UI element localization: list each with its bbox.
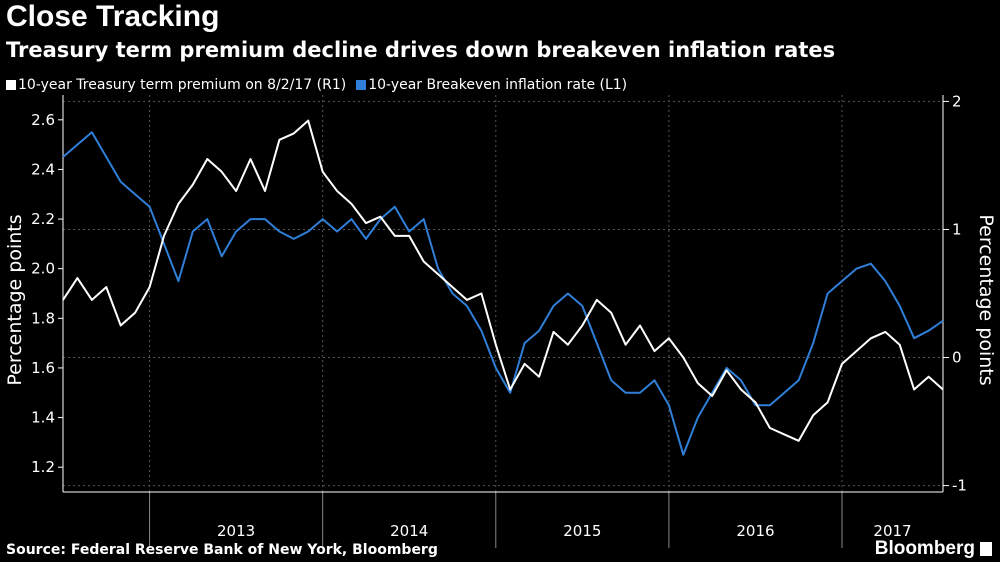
right-tick-label: 0 bbox=[952, 349, 962, 367]
brand-name: Bloomberg bbox=[874, 538, 975, 559]
breakeven-line bbox=[62, 131, 944, 456]
brand-logo: Bloomberg bbox=[875, 538, 992, 560]
left-axis-label: Percentage points bbox=[4, 214, 26, 385]
right-axis-label: Percentage points bbox=[975, 214, 997, 385]
brand-mark-icon bbox=[980, 542, 992, 556]
x-tick-label: 2015 bbox=[563, 522, 601, 540]
legend-item-breakeven: 10-year Breakeven inflation rate (L1) bbox=[356, 77, 627, 93]
left-tick-label: 2.4 bbox=[31, 160, 55, 178]
legend-label-breakeven: 10-year Breakeven inflation rate (L1) bbox=[368, 77, 628, 93]
left-tick-label: 2.0 bbox=[31, 260, 55, 278]
term-premium-line bbox=[62, 119, 944, 442]
left-tick-label: 1.6 bbox=[31, 359, 55, 377]
x-tick-label: 2014 bbox=[390, 522, 428, 540]
left-tick-label: 1.8 bbox=[31, 309, 55, 327]
chart-title: Close Tracking bbox=[6, 0, 220, 33]
series-lines bbox=[62, 119, 944, 456]
legend-item-term-premium: 10-year Treasury term premium on 8/2/17 … bbox=[6, 77, 346, 93]
x-tick-label: 2016 bbox=[736, 522, 774, 540]
left-tick-label: 1.2 bbox=[31, 458, 55, 476]
left-tick-label: 2.6 bbox=[31, 111, 55, 129]
grid bbox=[63, 95, 943, 492]
x-tick-label: 2017 bbox=[873, 522, 911, 540]
x-tick-label: 2013 bbox=[217, 522, 255, 540]
legend-swatch-breakeven bbox=[356, 80, 367, 90]
right-tick-label: 1 bbox=[952, 220, 962, 238]
legend-label-term-premium: 10-year Treasury term premium on 8/2/17 … bbox=[18, 77, 347, 93]
source-note: Source: Federal Reserve Bank of New York… bbox=[6, 542, 438, 558]
right-tick-label: 2 bbox=[952, 92, 962, 110]
legend: 10-year Treasury term premium on 8/2/17 … bbox=[6, 77, 627, 93]
left-tick-label: 1.4 bbox=[31, 409, 55, 427]
axes: 2013 2014 2015 2016 2017 1.2 1.4 1.6 1.8 2.0 2.2 2.… bbox=[31, 92, 967, 548]
chart-subtitle: Treasury term premium decline drives dow… bbox=[6, 38, 836, 62]
legend-swatch-term-premium bbox=[6, 80, 16, 90]
left-tick-label: 2.2 bbox=[31, 210, 55, 228]
right-tick-label: -1 bbox=[952, 477, 967, 495]
